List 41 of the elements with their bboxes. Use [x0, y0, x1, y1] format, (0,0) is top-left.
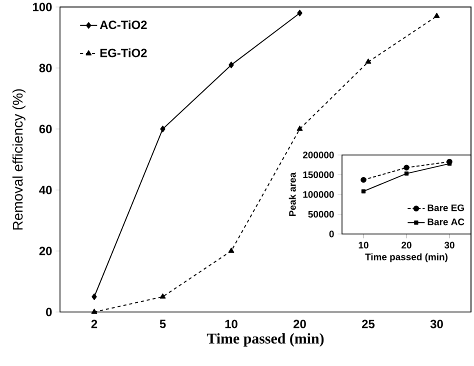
y-axis-title: Peak area [288, 172, 296, 216]
point [160, 126, 166, 132]
x-axis-title: Time passed (min) [206, 333, 324, 347]
point [296, 126, 303, 131]
y-axis-title: Removal efficiency (%) [12, 89, 26, 230]
point [434, 12, 440, 18]
point [361, 189, 366, 194]
x-tick-label: 10 [358, 242, 368, 248]
y-tick-label: 200000 [302, 152, 334, 158]
x-tick-label: 2 [91, 320, 98, 328]
point [360, 176, 366, 183]
x-tick-label: 5 [160, 320, 166, 328]
y-tick-label: 100000 [303, 191, 334, 198]
legend-label: Bare EG [428, 204, 464, 212]
legend-label: AC-TiO2 [100, 20, 147, 30]
x-tick-label: 10 [225, 320, 238, 328]
x-tick-label: 25 [362, 320, 375, 328]
y-tick-label: 80 [39, 64, 52, 72]
point [228, 248, 234, 253]
point [91, 308, 98, 314]
y-tick-label: 150000 [303, 171, 334, 178]
point [365, 58, 372, 64]
point [160, 293, 166, 299]
x-tick-label: 30 [444, 242, 454, 248]
point [297, 10, 302, 16]
legend-label: Bare AC [428, 218, 464, 226]
point [404, 164, 410, 171]
x-tick-label: 20 [402, 242, 412, 248]
y-tick-label: 0 [46, 308, 52, 316]
point [92, 293, 97, 300]
point [228, 62, 234, 68]
y-tick-label: 40 [39, 186, 52, 194]
x-tick-label: 20 [294, 320, 306, 328]
y-tick-label: 60 [39, 124, 52, 134]
legend-label: EG-TiO2 [100, 48, 147, 58]
point [404, 171, 409, 176]
x-axis-title: Time passed (min) [365, 253, 448, 262]
x-tick-label: 30 [430, 320, 443, 328]
y-tick-label: 0 [329, 230, 334, 238]
y-tick-label: 100 [33, 2, 52, 12]
y-tick-label: 50000 [308, 210, 334, 218]
